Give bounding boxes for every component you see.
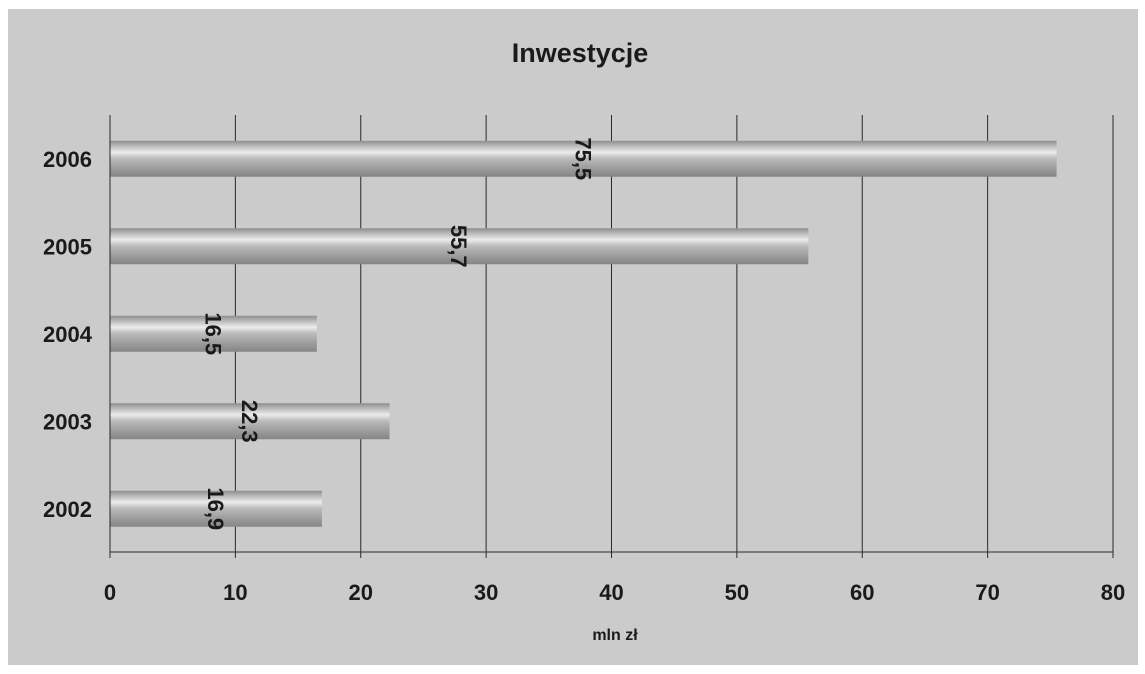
y-tick-label-2005: 2005 bbox=[43, 234, 92, 259]
bar-2005 bbox=[110, 228, 809, 265]
data-label-2002: 16,9 bbox=[203, 487, 228, 530]
y-tick-label-2003: 2003 bbox=[43, 409, 92, 434]
bar-2002 bbox=[110, 490, 322, 527]
bar-2006 bbox=[110, 140, 1057, 177]
chart-title: Inwestycje bbox=[512, 38, 649, 68]
data-label-2006: 75,5 bbox=[570, 137, 595, 180]
x-tick-label-40: 40 bbox=[599, 580, 623, 605]
data-label-2004: 16,5 bbox=[200, 312, 225, 355]
x-tick-label-20: 20 bbox=[349, 580, 373, 605]
bar-2004 bbox=[110, 315, 317, 352]
x-tick-label-0: 0 bbox=[104, 580, 116, 605]
bars bbox=[110, 140, 1057, 527]
bar-chart: Inwestycje 16,9 22,3 16,5 55,7 75,5 0 10 20 30 4… bbox=[43, 38, 1125, 644]
x-tick-label-70: 70 bbox=[975, 580, 999, 605]
axes: 0 10 20 30 40 50 60 70 80 2002 2003 2004 2005 2006 bbox=[43, 115, 1125, 605]
x-tick-label-30: 30 bbox=[474, 580, 498, 605]
x-axis-title: mln zł bbox=[592, 627, 638, 644]
data-label-2003: 22,3 bbox=[237, 400, 262, 443]
x-tick-label-80: 80 bbox=[1101, 580, 1125, 605]
x-tick-label-50: 50 bbox=[725, 580, 749, 605]
data-labels: 16,9 22,3 16,5 55,7 75,5 bbox=[200, 137, 595, 530]
chart-frame: Inwestycje 16,9 22,3 16,5 55,7 75,5 0 10 20 30 4… bbox=[8, 9, 1138, 665]
x-tick-label-10: 10 bbox=[223, 580, 247, 605]
bar-2003 bbox=[110, 403, 390, 440]
y-tick-label-2002: 2002 bbox=[43, 497, 92, 522]
gridlines bbox=[234, 115, 1114, 552]
data-label-2005: 55,7 bbox=[446, 225, 471, 268]
y-tick-label-2004: 2004 bbox=[43, 322, 93, 347]
y-tick-label-2006: 2006 bbox=[43, 147, 92, 172]
x-tick-label-60: 60 bbox=[850, 580, 874, 605]
